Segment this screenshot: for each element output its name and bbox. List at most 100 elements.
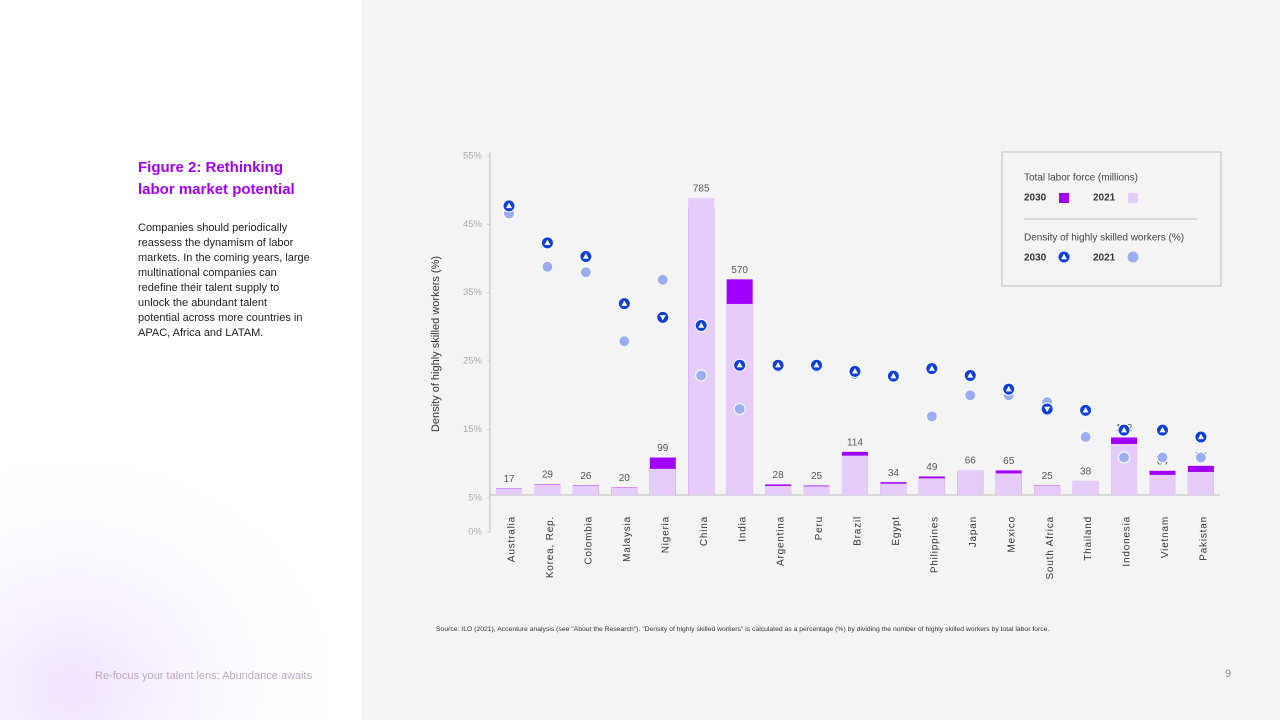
bar-value-label: 20 [619,473,631,484]
labor-force-bar [918,478,945,495]
labor-force-bar [880,483,907,495]
bar-value-label: 17 [503,474,515,485]
x-tick-label: Mexico [1006,516,1017,552]
trend-arrow [659,315,666,321]
x-tick-label: Thailand [1083,516,1094,561]
x-tick-label: Japan [968,516,979,547]
density-marker [618,335,631,348]
labor-force-bar [726,303,753,495]
legend-box [1001,151,1222,287]
labor-force-bar [765,485,792,495]
bar-value-label: 570 [731,265,748,276]
trend-arrow [621,300,628,306]
labor-force-bar [1034,485,1061,495]
x-tick-label: Korea, Rep. [545,516,556,578]
legend-label: 2030 [1024,253,1047,264]
labor-force-bar [496,488,522,495]
trend-arrow [544,239,551,246]
trend-arrow [928,365,935,371]
source-note: Source: ILO (2021), Accenture analysis (… [436,626,1050,633]
bar-value-label: 34 [888,468,900,479]
labor-force-bar [534,484,561,495]
x-tick-label: Pakistan [1199,516,1210,561]
legend-title: Total labor force (millions) [1024,173,1138,184]
page-number: 9 [1225,668,1232,680]
trend-arrow [1121,426,1128,433]
legend-title: Density of highly skilled workers (%) [1024,233,1184,244]
labor-force-bar [1149,474,1176,495]
density-marker [1194,451,1207,464]
density-marker [541,260,554,273]
x-tick-label: Peru [814,516,825,540]
x-tick-label: Philippines [929,516,940,573]
trend-arrow [1005,385,1012,392]
trend-arrow [1197,433,1204,440]
bar-value-label: 99 [657,443,669,454]
x-tick-label: India [737,516,748,542]
y-tick-label: 0% [468,527,482,538]
trend-arrow [813,361,820,368]
y-tick-label: 25% [463,356,483,367]
density-marker [579,266,592,279]
bar-value-label: 65 [1003,456,1015,467]
trend-arrow [851,368,858,374]
y-tick-label: 55% [463,151,483,162]
x-tick-label: Malaysia [622,516,633,562]
labor-force-bar [1072,480,1099,495]
density-marker [656,273,669,286]
x-tick-label: South Africa [1045,516,1056,580]
footer: Re-focus your talent lens: Abundance awa… [95,670,313,682]
bar-value-label: 29 [542,470,554,481]
y-tick-label: 15% [463,424,483,435]
x-tick-label: Nigeria [660,516,671,553]
description: Companies should periodically reassess t… [138,222,310,339]
trend-arrow [1061,253,1067,260]
labor-force-bar [995,473,1022,495]
x-tick-label: Argentina [776,516,787,566]
legend-swatch [1059,193,1069,203]
trend-arrow [736,361,743,368]
bar-value-label: 114 [847,438,863,449]
bar-value-label: 26 [580,471,592,482]
bar-value-label: 66 [965,456,977,467]
x-tick-label: Indonesia [1122,516,1133,567]
legend-label: 2021 [1093,253,1116,264]
trend-arrow [582,253,589,259]
trend-arrow [1159,426,1166,433]
trend-arrow [890,372,897,379]
bar-value-label: 49 [926,462,938,473]
bar-value-label: 28 [773,470,785,481]
legend-swatch [1128,193,1138,203]
legend-label: 2021 [1093,193,1116,204]
x-tick-label: Egypt [891,516,902,546]
density-marker [964,389,977,402]
trend-arrow [506,202,512,209]
labor-force-bar [841,455,868,495]
labor-force-bar [611,487,638,495]
trend-arrow [698,322,705,328]
trend-arrow [1044,406,1051,413]
trend-arrow [1082,407,1089,413]
density-marker [1079,430,1092,443]
bar-value-label: 25 [811,471,823,482]
density-marker [733,402,746,415]
bar-value-label: 25 [1042,471,1054,482]
labor-force-bar [649,468,676,495]
y-tick-label: 5% [468,492,482,503]
x-tick-label: Australia [507,516,518,562]
bar-value-label: 785 [693,184,710,195]
trend-arrow [967,372,974,378]
labor-force-bar [688,198,715,495]
labor-force-bar [803,486,830,495]
y-axis-label: Density of highly skilled workers (%) [430,256,442,432]
decoration [0,400,362,720]
y-tick-label: 45% [463,219,483,230]
density-marker [1156,451,1169,464]
labor-force-bar [957,470,984,495]
labor-force-bar [1187,471,1214,495]
x-tick-label: China [699,516,710,546]
x-tick-label: Colombia [584,516,595,565]
x-tick-label: Vietnam [1160,516,1171,558]
